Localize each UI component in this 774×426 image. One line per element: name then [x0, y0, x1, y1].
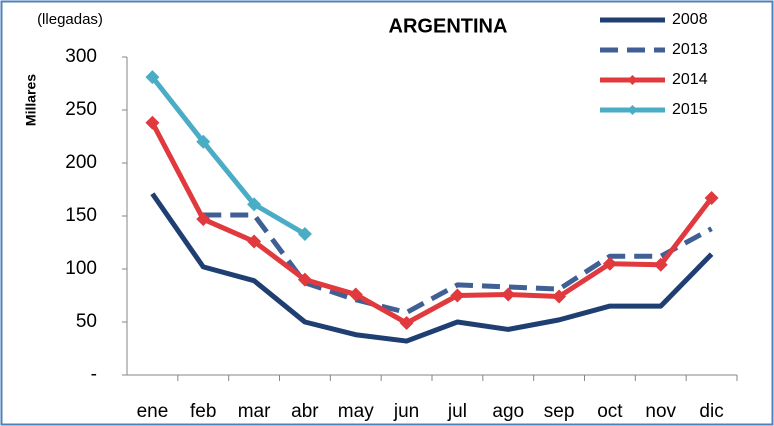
y-tick-label: 50 — [76, 311, 97, 332]
y-tick-label: 300 — [65, 46, 97, 67]
series-line — [150, 75, 307, 237]
data-point — [450, 288, 465, 303]
x-tick-label: jun — [393, 401, 419, 422]
data-point — [196, 134, 211, 149]
legend-label: 2013 — [672, 41, 708, 58]
data-point — [247, 234, 262, 249]
data-point — [501, 287, 516, 302]
data-point — [145, 115, 160, 130]
data-point — [297, 272, 312, 287]
data-point — [145, 70, 160, 85]
data-point — [196, 212, 211, 227]
y-tick-label: 200 — [65, 152, 97, 173]
legend-label: 2014 — [672, 71, 708, 88]
data-point — [602, 256, 617, 271]
x-tick-label: ene — [137, 401, 169, 422]
x-tick-label: jul — [447, 401, 467, 422]
data-point — [704, 190, 719, 205]
x-tick-label: feb — [190, 401, 216, 422]
series-line — [203, 212, 713, 315]
x-tick-label: ago — [492, 401, 524, 422]
x-tick-label: dic — [699, 401, 723, 422]
y-tick-label: - — [91, 364, 97, 385]
legend-marker — [627, 105, 638, 115]
legend-marker — [627, 75, 638, 85]
y-axis-label: Millares — [23, 74, 39, 126]
legend-label: 2015 — [672, 101, 708, 118]
y-tick-label: 250 — [65, 99, 97, 120]
legend-label: 2008 — [672, 11, 708, 28]
y-tick-label: 100 — [65, 258, 97, 279]
annotation: (llegadas) — [37, 11, 103, 28]
x-tick-label: sep — [544, 401, 575, 422]
data-point — [552, 289, 567, 304]
series-line — [150, 192, 714, 344]
data-point — [297, 227, 312, 242]
data-point — [399, 316, 414, 331]
x-tick-label: oct — [597, 401, 623, 422]
x-tick-label: may — [338, 401, 374, 422]
data-point — [247, 197, 262, 212]
x-tick-label: abr — [291, 401, 319, 422]
series-line — [150, 121, 714, 326]
y-tick-label: 150 — [65, 205, 97, 226]
x-tick-label: mar — [238, 401, 271, 422]
x-tick-label: nov — [645, 401, 676, 422]
chart-title: ARGENTINA — [389, 15, 508, 37]
data-point — [653, 257, 668, 272]
data-point — [348, 287, 363, 302]
